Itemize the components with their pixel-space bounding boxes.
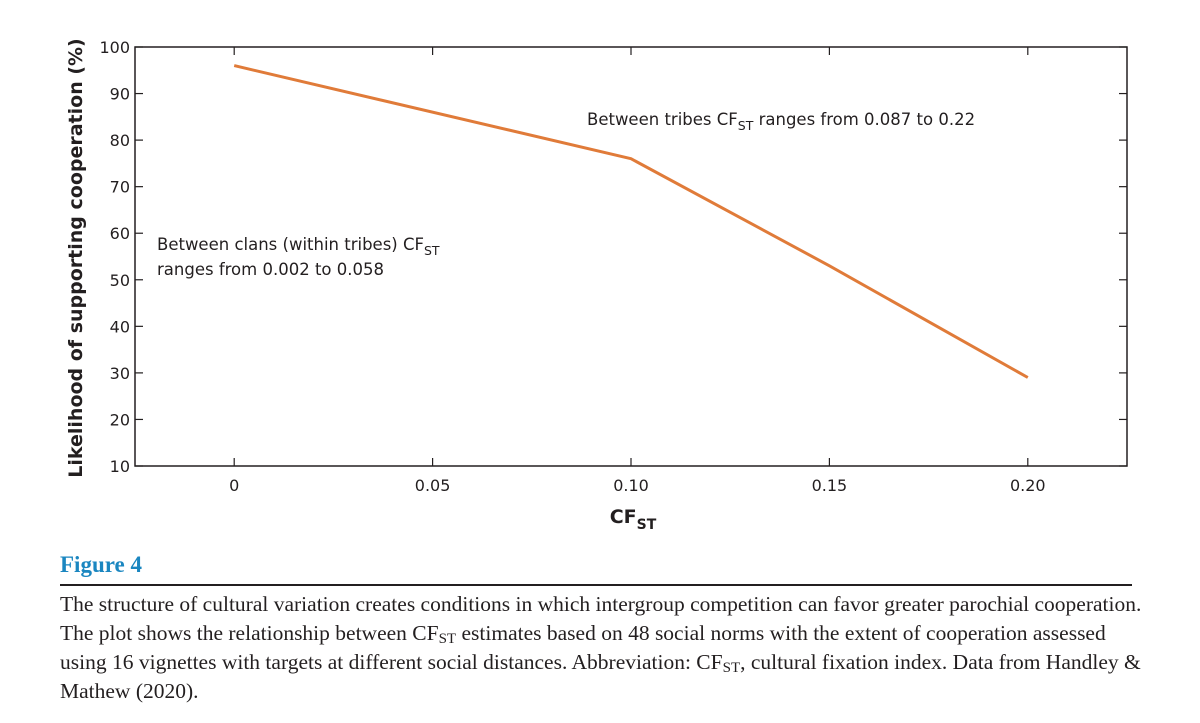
y-axis-label: Likelihood of supporting cooperation (%) xyxy=(65,38,87,477)
line-chart: 0 0.05 0.10 0.15 0.20 102030405060708090100 … xyxy=(65,38,1128,533)
y-tick-label: 70 xyxy=(110,178,130,197)
x-axis-label: CFST xyxy=(610,506,657,533)
annotation-tribes: Between tribes CFST ranges from 0.087 to… xyxy=(587,110,975,133)
y-tick-label: 50 xyxy=(110,271,130,290)
series-line xyxy=(233,64,1029,379)
y-tick-label: 30 xyxy=(110,364,130,383)
y-tick-label: 60 xyxy=(110,224,130,243)
y-tick-label: 40 xyxy=(110,317,130,336)
y-tick-label: 100 xyxy=(99,38,130,57)
y-tick-label: 80 xyxy=(110,131,130,150)
figure-title: Figure 4 xyxy=(60,552,142,577)
x-tick-label: 0.05 xyxy=(415,476,451,495)
figure-caption: The structure of cultural variation crea… xyxy=(60,592,1142,703)
x-tick-label: 0.10 xyxy=(613,476,649,495)
x-tick-label: 0.20 xyxy=(1010,476,1046,495)
caption-divider xyxy=(60,584,1132,586)
x-axis: 0 0.05 0.10 0.15 0.20 xyxy=(229,47,1046,495)
x-tick-label: 0.15 xyxy=(812,476,848,495)
y-tick-label: 20 xyxy=(110,410,130,429)
y-tick-label: 90 xyxy=(110,85,130,104)
x-tick-label: 0 xyxy=(229,476,239,495)
y-tick-label: 10 xyxy=(110,457,130,476)
annotation-clans-line-2: ranges from 0.002 to 0.058 xyxy=(157,260,384,279)
y-axis: 10 20 30 40 50 60 70 80 90 100 xyxy=(99,38,1127,476)
annotation-clans-line-1: Between clans (within tribes) CFST xyxy=(157,235,440,258)
